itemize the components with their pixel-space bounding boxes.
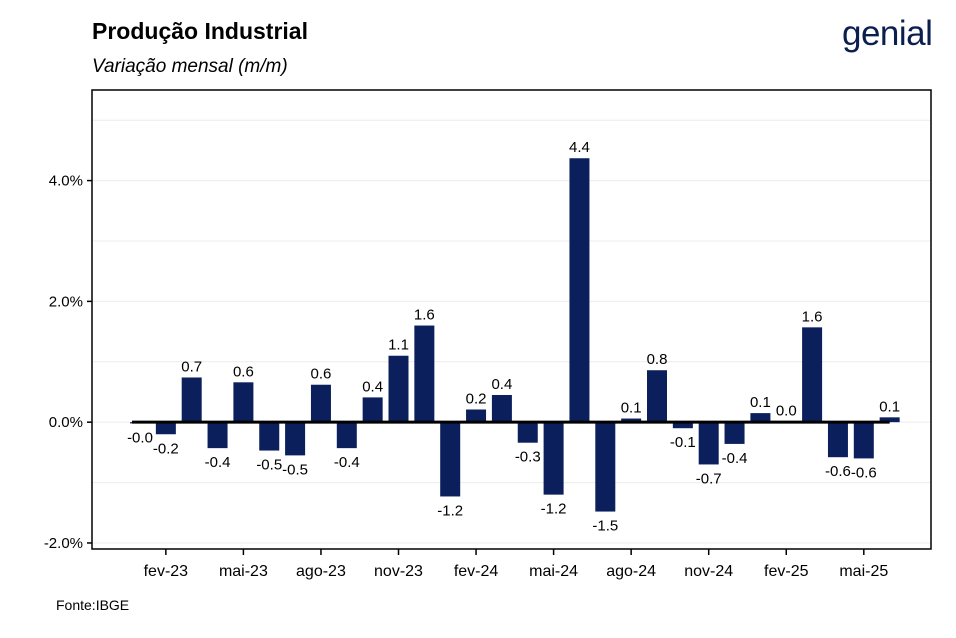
bar	[724, 422, 745, 444]
data-label: 0.1	[879, 398, 900, 415]
bar	[285, 422, 306, 456]
data-label: 0.4	[362, 378, 383, 395]
data-label: 0.2	[466, 390, 487, 407]
bar	[543, 422, 564, 495]
data-labels: -0.0-0.2 0.7 -0.4 0.6 -0.5 -0.5 0.6 -0.4 0.4 1.1 1…	[127, 139, 900, 534]
data-label: -0.6	[825, 463, 851, 480]
x-tick-label: fev-23	[144, 563, 189, 580]
x-tick-label: mai-24	[529, 563, 578, 580]
data-label: -0.4	[205, 454, 231, 471]
bar	[233, 382, 254, 423]
y-axis: -2.0% 0.0% 2.0% 4.0%	[44, 173, 92, 552]
bar	[336, 422, 357, 449]
bar	[207, 422, 228, 449]
data-label: -0.3	[515, 449, 541, 466]
x-tick-label: nov-24	[684, 563, 733, 580]
x-tick-label: fev-24	[454, 563, 499, 580]
bars	[130, 158, 900, 512]
bar	[621, 418, 642, 423]
data-label: -1.5	[592, 518, 618, 535]
bar	[517, 422, 538, 443]
bar	[155, 422, 176, 435]
x-tick-label: mai-23	[219, 563, 268, 580]
bar	[466, 409, 487, 423]
data-label: -0.0	[127, 429, 153, 446]
data-label: -0.6	[851, 464, 877, 481]
y-tick-label: -2.0%	[44, 535, 83, 552]
bar	[802, 327, 823, 423]
data-label: 0.1	[750, 394, 771, 411]
data-label: -0.4	[334, 454, 360, 471]
brand-logo: genial	[842, 14, 933, 53]
x-tick-label: mai-25	[839, 563, 888, 580]
data-label: 4.4	[569, 139, 590, 156]
bar	[310, 384, 331, 423]
bar	[491, 394, 512, 423]
bar	[879, 417, 900, 423]
data-label: 1.1	[388, 337, 409, 354]
bar	[595, 422, 616, 512]
plot-frame	[91, 89, 932, 550]
data-label: 1.6	[414, 307, 435, 324]
bar	[569, 158, 590, 423]
data-label: 1.6	[802, 308, 823, 325]
y-tick-label: 2.0%	[49, 293, 83, 310]
bar	[362, 397, 383, 423]
x-axis: fev-23 mai-23 ago-23 nov-23 fev-24 mai-24 ago-…	[144, 549, 888, 580]
data-label: -0.2	[153, 440, 179, 457]
bar	[853, 422, 874, 459]
data-label: -0.4	[722, 450, 748, 467]
data-label: -1.2	[541, 501, 567, 518]
data-label: -1.2	[437, 502, 463, 519]
data-label: -0.7	[696, 470, 722, 487]
data-label: 0.7	[181, 358, 202, 375]
data-label: -0.5	[282, 461, 308, 478]
data-label: 0.0	[776, 403, 797, 420]
data-label: 0.8	[647, 351, 668, 368]
x-tick-label: fev-25	[764, 563, 809, 580]
chart-title: Produção Industrial	[92, 18, 308, 44]
bar	[750, 413, 771, 423]
bar	[698, 422, 719, 465]
data-label: 0.6	[233, 363, 254, 380]
bar	[672, 422, 693, 429]
x-tick-label: ago-23	[296, 563, 346, 580]
y-tick-label: 4.0%	[49, 173, 83, 190]
data-label: 0.4	[491, 376, 512, 393]
data-label: 0.1	[621, 400, 642, 417]
source-note: Fonte:IBGE	[56, 597, 130, 613]
bar	[259, 422, 280, 451]
bar	[181, 377, 202, 423]
bar	[827, 422, 848, 458]
data-label: 0.6	[311, 366, 332, 383]
chart-subtitle: Variação mensal (m/m)	[92, 56, 288, 77]
data-label: -0.1	[670, 434, 696, 451]
x-tick-label: ago-24	[606, 563, 656, 580]
bar	[388, 355, 409, 423]
data-label: -0.5	[256, 457, 282, 474]
x-tick-label: nov-23	[374, 563, 423, 580]
bar	[647, 370, 667, 423]
y-tick-label: 0.0%	[49, 414, 83, 431]
bar	[440, 422, 461, 497]
bar	[414, 325, 435, 423]
